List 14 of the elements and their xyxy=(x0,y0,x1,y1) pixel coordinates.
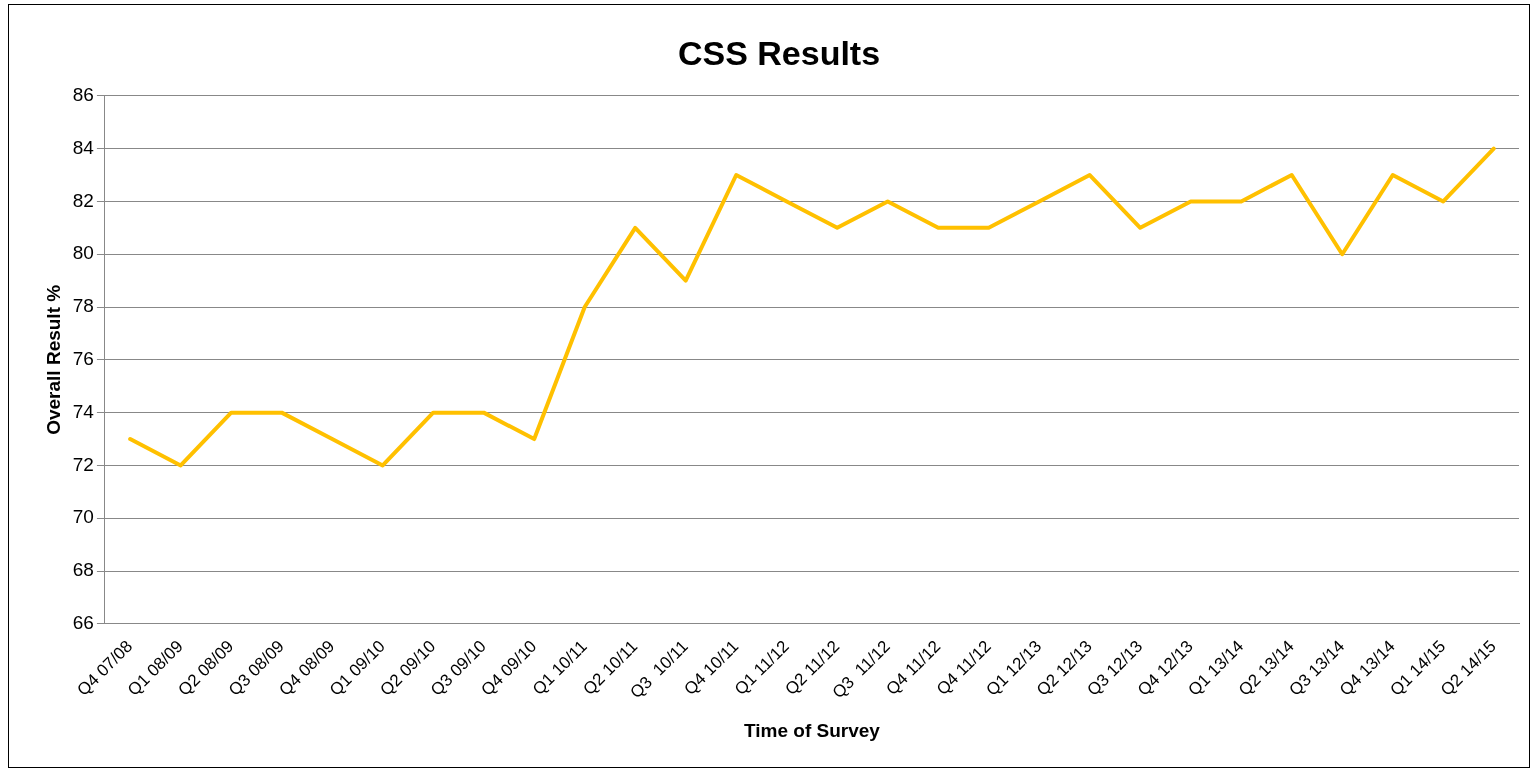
chart-title: CSS Results xyxy=(677,33,881,72)
y-axis-title: Overall Result % xyxy=(42,284,64,435)
y-tick-label: 84 xyxy=(72,136,95,158)
y-tick-label: 86 xyxy=(72,84,94,106)
y-tick-label: 76 xyxy=(72,348,94,370)
y-tick-label: 70 xyxy=(72,506,94,528)
x-axis-title: Time of Survey xyxy=(744,719,881,741)
y-tick-label: 78 xyxy=(72,295,94,317)
y-tick-label: 72 xyxy=(72,453,94,475)
y-tick-label: 68 xyxy=(72,559,94,581)
y-tick-label: 74 xyxy=(72,400,95,422)
y-tick-label: 80 xyxy=(72,242,94,264)
y-tick-label: 66 xyxy=(72,612,94,634)
y-tick-label: 82 xyxy=(72,189,94,211)
